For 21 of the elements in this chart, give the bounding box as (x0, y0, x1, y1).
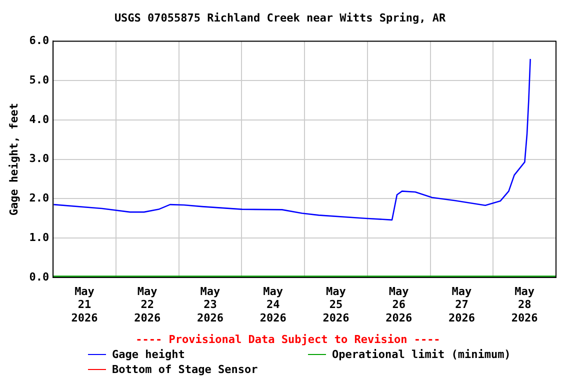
x-tick-label: May 26 2026 (386, 284, 412, 324)
y-tick-label: 2.0 (29, 192, 50, 205)
legend-label: Bottom of Stage Sensor (112, 363, 258, 376)
x-tick-label: May 21 2026 (71, 284, 98, 324)
chart-title: USGS 07055875 Richland Creek near Witts Spring, AR (114, 11, 446, 24)
x-tick-label: May 25 2026 (322, 284, 350, 324)
legend-label: Operational limit (minimum) (332, 348, 511, 361)
x-tick-label: May 23 2026 (196, 284, 224, 324)
x-tick-label: May 24 2026 (260, 284, 287, 324)
y-tick-label: 4.0 (29, 112, 50, 126)
x-tick-label: May 27 2026 (448, 284, 476, 324)
y-tick-label: 1.0 (29, 230, 50, 244)
y-tick-label: 6.0 (29, 34, 50, 48)
y-tick-label: 0.0 (29, 270, 50, 284)
x-tick-label: May 28 2026 (511, 284, 538, 324)
y-tick-label: 5.0 (29, 73, 50, 86)
y-tick-label: 3.0 (29, 152, 50, 166)
y-axis-title: Gage height, feet (7, 103, 20, 216)
text: ---- Provisional Data Subject to Revision ---- (134, 333, 442, 346)
legend-label: Gage height (112, 348, 185, 361)
x-tick-label: May 22 2026 (134, 284, 161, 324)
